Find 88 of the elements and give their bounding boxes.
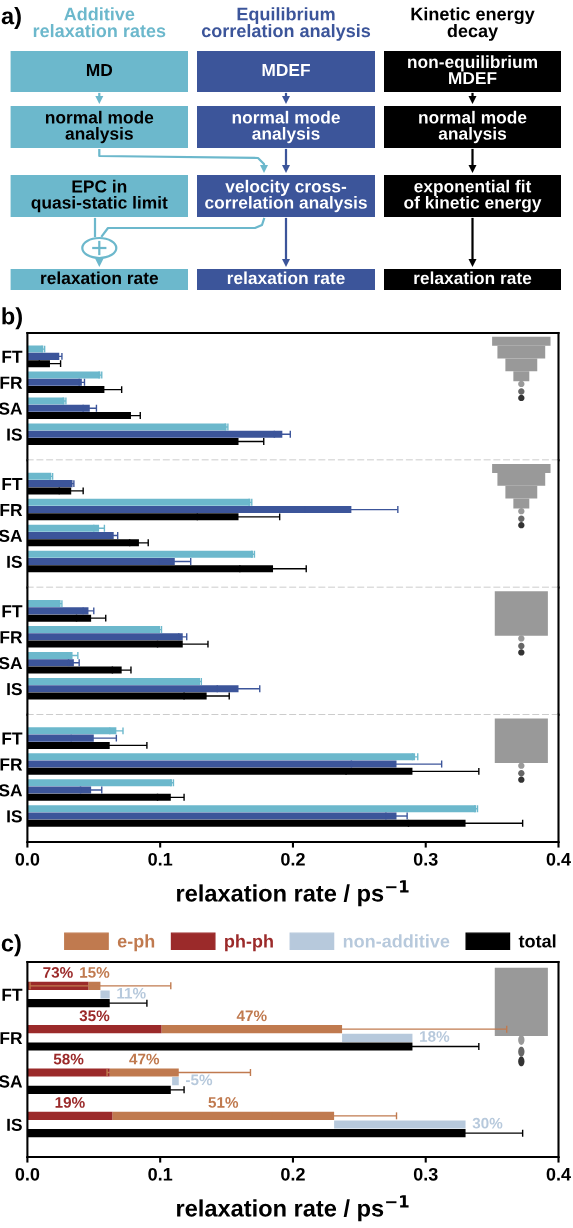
x-tick-label: 0.3 — [413, 1167, 438, 1181]
bar — [27, 352, 60, 360]
bar — [27, 607, 89, 615]
bar — [27, 659, 74, 667]
bar — [27, 1068, 110, 1077]
bar — [27, 1025, 162, 1034]
text: Equilibrium correlation analysis — [201, 7, 371, 41]
bar — [27, 633, 183, 641]
y-tick-label: FR — [0, 503, 23, 516]
text: relaxation rate — [41, 271, 159, 285]
text: exponential fit of kinetic energy — [404, 179, 542, 213]
y-tick-label: FT — [2, 605, 23, 618]
annotation: 30% — [472, 1117, 503, 1129]
bar — [27, 805, 477, 813]
text: relaxation rate — [414, 271, 532, 285]
x-tick-label: 0.4 — [546, 1167, 571, 1181]
x-tick-label: 0.0 — [15, 1167, 40, 1181]
annotation: 47% — [129, 1053, 160, 1065]
bar — [27, 652, 73, 660]
bar — [172, 1077, 179, 1086]
legend-label: ph-ph — [225, 934, 273, 952]
bar — [27, 1111, 113, 1120]
annotation: 58% — [53, 1053, 84, 1065]
bar — [27, 378, 82, 386]
legend-label: total — [518, 934, 556, 948]
text: EPC in quasi-static limit — [31, 179, 168, 213]
bar — [27, 397, 65, 405]
y-tick-label: FT — [2, 988, 23, 1001]
x-tick-label: 0.2 — [281, 852, 305, 866]
text: relaxation rate — [227, 271, 345, 285]
chart-title: c) — [1, 934, 21, 957]
bar — [27, 678, 201, 686]
y-tick-label: FT — [2, 732, 23, 745]
annotation: 15% — [80, 967, 110, 978]
y-tick-label: IS — [7, 682, 22, 696]
bar — [27, 532, 114, 540]
bar — [27, 498, 251, 506]
bar — [27, 423, 227, 431]
text: MD — [86, 64, 113, 76]
x-tick-label: 0.4 — [546, 852, 571, 866]
x-tick-label: 0.1 — [148, 1167, 173, 1181]
y-tick-label: FR — [0, 631, 23, 644]
bar — [27, 524, 100, 532]
text: normal mode analysis — [419, 110, 527, 144]
bar — [27, 779, 173, 787]
annotation: 35% — [79, 1010, 110, 1022]
bar — [27, 550, 254, 558]
annotation: 73% — [43, 967, 73, 978]
annotation: 47% — [236, 1010, 267, 1022]
text: normal mode analysis — [232, 110, 340, 144]
y-tick-label: FT — [2, 350, 23, 363]
annotation: 18% — [420, 1031, 450, 1042]
annotation: -5% — [186, 1074, 213, 1086]
bar — [100, 990, 110, 999]
text: a) — [1, 7, 21, 30]
text: velocity cross- correlation analysis — [205, 179, 367, 213]
y-tick-label: FR — [0, 758, 23, 771]
bar — [27, 753, 416, 761]
y-tick-label: IS — [7, 555, 22, 568]
x-tick-label: 0.1 — [148, 852, 173, 866]
x-axis-title: relaxation rate / ps$^{−1}$ — [177, 1195, 409, 1222]
text: non-equilibrium MDEF — [408, 55, 538, 85]
y-tick-label: FR — [0, 1032, 23, 1045]
y-tick-label: IS — [7, 1118, 22, 1131]
text: Additive relaxation rates — [33, 7, 166, 38]
legend-label: non-additive — [343, 934, 450, 948]
bar — [334, 1120, 466, 1129]
y-tick-label: FT — [2, 477, 23, 490]
bar — [27, 626, 161, 634]
text: normal mode analysis — [45, 110, 154, 144]
y-tick-label: IS — [7, 428, 22, 441]
x-tick-label: 0.2 — [281, 1167, 305, 1181]
annotation: 11% — [117, 987, 146, 999]
x-tick-label: 0.0 — [15, 852, 40, 866]
y-tick-label: IS — [7, 810, 22, 823]
bar — [27, 480, 73, 488]
bar — [342, 1033, 413, 1042]
x-axis-title: relaxation rate / ps$^{−1}$ — [177, 880, 409, 907]
bar — [27, 600, 61, 608]
y-tick-label: FR — [0, 376, 23, 389]
text: MDEF — [262, 64, 310, 76]
bar — [27, 371, 101, 379]
annotation: 51% — [208, 1097, 239, 1108]
x-tick-label: 0.3 — [413, 852, 438, 866]
annotation: 19% — [55, 1097, 85, 1108]
chart-title: b) — [2, 307, 22, 330]
legend-label: e-ph — [117, 934, 155, 952]
text: Kinetic energy decay — [411, 7, 535, 41]
